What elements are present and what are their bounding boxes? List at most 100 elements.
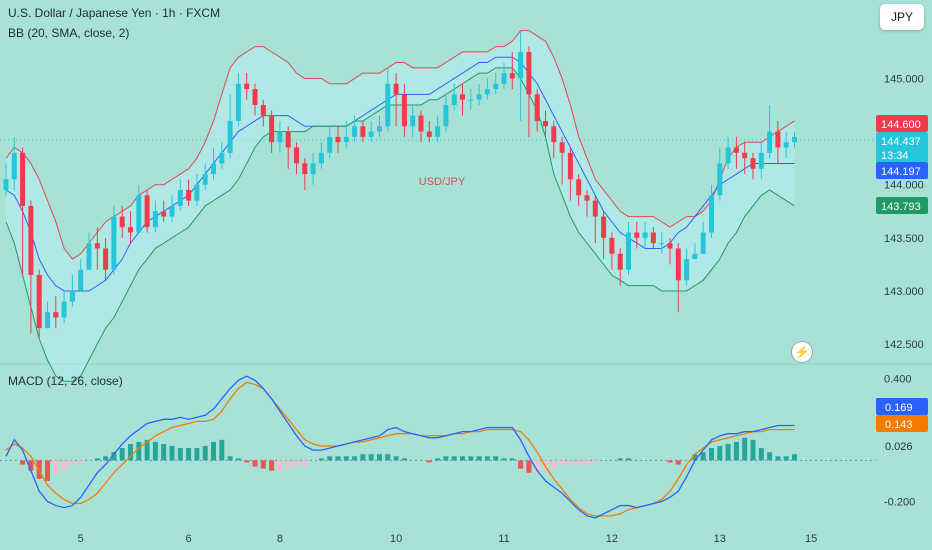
candle-body <box>128 227 133 233</box>
candle <box>28 200 34 334</box>
candle <box>659 232 665 254</box>
histogram-bar <box>750 439 756 461</box>
candle-body <box>343 136 349 143</box>
candle-body <box>484 89 490 95</box>
candle-body <box>567 152 573 180</box>
candle <box>11 136 17 190</box>
histogram-bar <box>269 460 275 471</box>
histogram-bar <box>584 460 590 465</box>
macd-tag-box <box>876 437 928 454</box>
histogram-bar <box>534 460 540 473</box>
candle-body <box>460 94 465 100</box>
candle-body <box>310 163 316 175</box>
price-tag-label: 143.793 <box>881 201 921 213</box>
candle-body <box>443 105 449 127</box>
candle <box>45 301 50 329</box>
candle <box>36 269 42 339</box>
histogram-bar <box>211 441 216 461</box>
candle <box>675 243 681 313</box>
candle <box>609 232 615 270</box>
candle-body <box>152 211 158 228</box>
candle <box>3 163 9 196</box>
candle <box>518 30 524 121</box>
candle-body <box>277 131 283 143</box>
histogram-bar <box>393 456 399 461</box>
candle-body <box>111 216 117 270</box>
candle <box>559 136 565 185</box>
histogram-bar <box>617 458 623 461</box>
candle <box>318 142 324 169</box>
histogram-bar <box>592 460 598 463</box>
histogram-bar <box>61 460 67 471</box>
candle <box>775 120 781 164</box>
candle-body <box>493 83 499 90</box>
candle-body <box>526 51 532 95</box>
candle <box>235 73 241 127</box>
price-tick-label: 145.000 <box>884 73 924 85</box>
candle <box>700 221 706 254</box>
candle-body <box>709 195 714 233</box>
candle-body <box>650 232 656 244</box>
candle-body <box>78 269 84 291</box>
candle <box>144 190 150 233</box>
candle <box>426 120 432 143</box>
histogram-bar <box>103 456 109 461</box>
candle-body <box>426 131 432 137</box>
histogram-bar <box>260 460 266 469</box>
time-tick-label: 13 <box>714 533 726 545</box>
candle <box>725 136 731 169</box>
currency-button[interactable]: JPY <box>880 4 924 30</box>
candle <box>285 126 291 169</box>
histogram-bar <box>119 448 125 461</box>
histogram-bar <box>144 439 150 461</box>
candle-body <box>327 136 333 153</box>
price-axis: 142.500143.000143.500144.000145.000145.5… <box>78 20 924 545</box>
candle-body <box>227 120 233 153</box>
candle-body <box>194 184 200 201</box>
candle-body <box>202 174 208 185</box>
candle <box>177 179 183 212</box>
candle-body <box>435 126 441 137</box>
candle-body <box>675 248 681 281</box>
candle-body <box>86 243 92 270</box>
histogram-bar <box>551 460 557 469</box>
histogram-bar <box>493 456 499 461</box>
time-tick-label: 6 <box>186 533 192 545</box>
symbol-title: U.S. Dollar / Japanese Yen · 1h · FXCM <box>8 6 221 20</box>
candle-body <box>750 158 756 169</box>
histogram-bar <box>28 460 34 471</box>
candle-body <box>692 253 698 260</box>
candle-body <box>501 73 507 84</box>
histogram-bar <box>128 443 133 461</box>
candle <box>443 94 449 132</box>
candle <box>310 152 316 185</box>
lightning-icon[interactable]: ⚡ <box>791 341 813 363</box>
candle-body <box>61 301 67 318</box>
candle-body <box>543 120 548 127</box>
candle-body <box>401 94 407 127</box>
bb-fill <box>6 30 795 382</box>
candle-body <box>302 163 308 175</box>
candle <box>543 110 548 137</box>
candle-body <box>244 83 250 90</box>
candle <box>61 290 67 323</box>
candle-body <box>783 142 789 148</box>
histogram-bar <box>202 446 208 461</box>
candle-body <box>476 94 482 100</box>
histogram-bar <box>111 452 117 461</box>
candle-body <box>260 105 266 116</box>
candle-body <box>733 147 739 153</box>
candle <box>551 120 557 159</box>
candle <box>152 200 158 233</box>
candle-body <box>609 237 615 254</box>
candle-body <box>211 163 216 175</box>
candle <box>509 51 515 90</box>
macd-tick-label: 0.400 <box>884 373 912 385</box>
histogram-bar <box>152 441 158 461</box>
candle-body <box>393 83 399 95</box>
candle-body <box>659 243 665 245</box>
candle <box>244 73 250 100</box>
histogram-bar <box>792 454 797 461</box>
histogram-bar <box>20 460 26 465</box>
